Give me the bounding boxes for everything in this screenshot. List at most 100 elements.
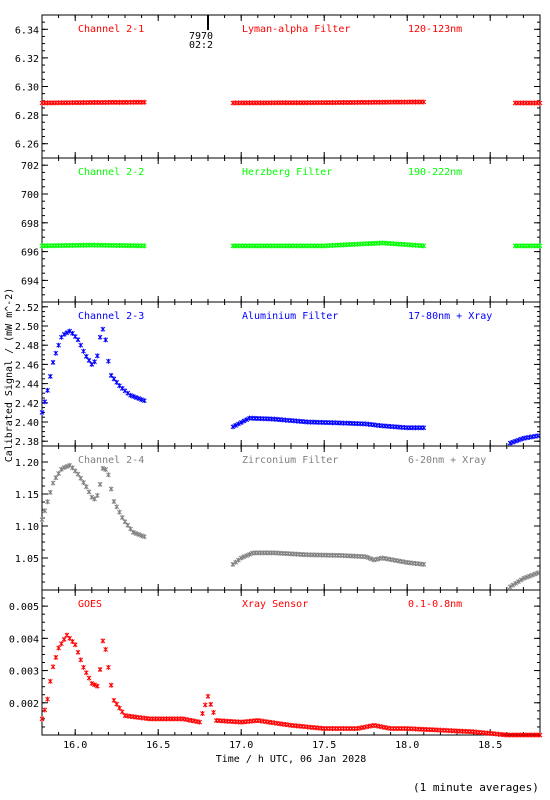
panel-filter-label: Herzberg Filter (242, 167, 332, 178)
y-axis-label: Calibrated Signal / (mW m^-2) (4, 288, 15, 463)
data-point (136, 396, 142, 402)
data-point (42, 508, 48, 514)
data-point (139, 397, 144, 403)
panel-filter-label: Xray Sensor (242, 599, 308, 610)
x-tick-label: 18.0 (395, 740, 419, 751)
data-point (97, 666, 103, 672)
data-point (47, 489, 53, 495)
data-point (119, 709, 125, 715)
data-point (75, 337, 81, 343)
data-point (81, 479, 86, 485)
y-tick-label: 696 (21, 248, 39, 259)
data-point (106, 358, 111, 364)
x-tick-label: 17.0 (229, 740, 253, 751)
data-point (142, 398, 147, 404)
data-point (142, 534, 147, 540)
data-point (61, 636, 67, 642)
data-point (92, 496, 97, 502)
data-point (532, 571, 538, 577)
data-point (529, 572, 535, 578)
y-tick-label: 0.003 (9, 667, 39, 678)
data-point (59, 641, 64, 647)
x-tick-label: 17.5 (312, 740, 336, 751)
data-point (86, 489, 92, 495)
data-point (122, 519, 128, 525)
data-point (507, 584, 513, 590)
panel-band-label: 190-222nm (408, 167, 462, 178)
x-tick-label: 18.5 (478, 740, 502, 751)
y-tick-label: 2.40 (15, 418, 39, 429)
data-point (516, 579, 521, 585)
data-point (78, 475, 84, 481)
x-axis-label: Time / h UTC, 06 Jan 2028 (216, 754, 367, 765)
y-tick-label: 2.42 (15, 399, 39, 410)
y-tick-label: 6.28 (15, 111, 39, 122)
data-point (241, 554, 247, 560)
y-tick-label: 0.004 (9, 634, 39, 645)
panel-filter-label: Zirconium Filter (242, 455, 338, 466)
data-point (205, 693, 211, 699)
data-point (537, 243, 543, 249)
y-tick-label: 1.05 (15, 554, 39, 565)
panel-band-label: 6-20nm + Xray (408, 455, 486, 466)
y-tick-label: 702 (21, 161, 39, 172)
data-point (516, 437, 521, 443)
data-point (111, 697, 117, 703)
data-point (230, 424, 236, 430)
data-point (50, 664, 56, 670)
data-point (86, 357, 92, 363)
data-point (106, 472, 111, 478)
data-point (56, 342, 61, 348)
panel-channel-label: Channel 2-3 (78, 311, 144, 322)
data-point (53, 350, 59, 356)
data-point (130, 529, 136, 535)
y-tick-label: 698 (21, 219, 39, 230)
panel-filter-label: Lyman-alpha Filter (242, 24, 350, 35)
data-point (119, 385, 125, 391)
data-point (421, 425, 427, 431)
footnote: (1 minute averages) (413, 781, 539, 794)
data-point (521, 575, 527, 581)
data-point (39, 409, 45, 415)
data-point (510, 439, 516, 445)
data-point (45, 387, 50, 393)
data-point (136, 532, 142, 538)
data-point (125, 390, 131, 396)
data-point (142, 243, 147, 249)
y-tick-label: 2.50 (15, 322, 39, 333)
data-point (122, 388, 128, 394)
data-point (108, 486, 114, 492)
y-tick-label: 6.26 (15, 140, 39, 151)
data-point (535, 433, 541, 439)
x-tick-label: 16.0 (63, 740, 87, 751)
y-tick-label: 694 (21, 276, 39, 287)
data-point (83, 484, 89, 490)
data-point (114, 504, 120, 510)
data-point (50, 359, 56, 365)
panel-band-label: 120-123nm (408, 24, 462, 35)
data-point (75, 471, 81, 477)
data-point (47, 678, 53, 684)
y-tick-label: 2.52 (15, 303, 39, 314)
data-point (78, 657, 84, 663)
y-tick-label: 1.15 (15, 490, 39, 501)
y-tick-label: 2.38 (15, 437, 39, 448)
data-point (366, 555, 371, 561)
y-tick-label: 700 (21, 190, 39, 201)
data-point (81, 664, 86, 670)
y-tick-label: 6.30 (15, 83, 39, 94)
data-point (518, 577, 524, 583)
data-point (128, 392, 133, 398)
y-tick-label: 2.44 (15, 380, 39, 391)
data-point (39, 716, 45, 722)
data-point (200, 711, 205, 717)
panel-frame (41, 589, 541, 736)
data-point (53, 654, 59, 660)
panel-frame (41, 445, 541, 591)
data-point (64, 330, 70, 336)
panel-frame (41, 14, 541, 159)
data-point (117, 705, 122, 711)
data-point (53, 475, 59, 481)
data-point (125, 522, 131, 528)
data-point (86, 675, 92, 681)
